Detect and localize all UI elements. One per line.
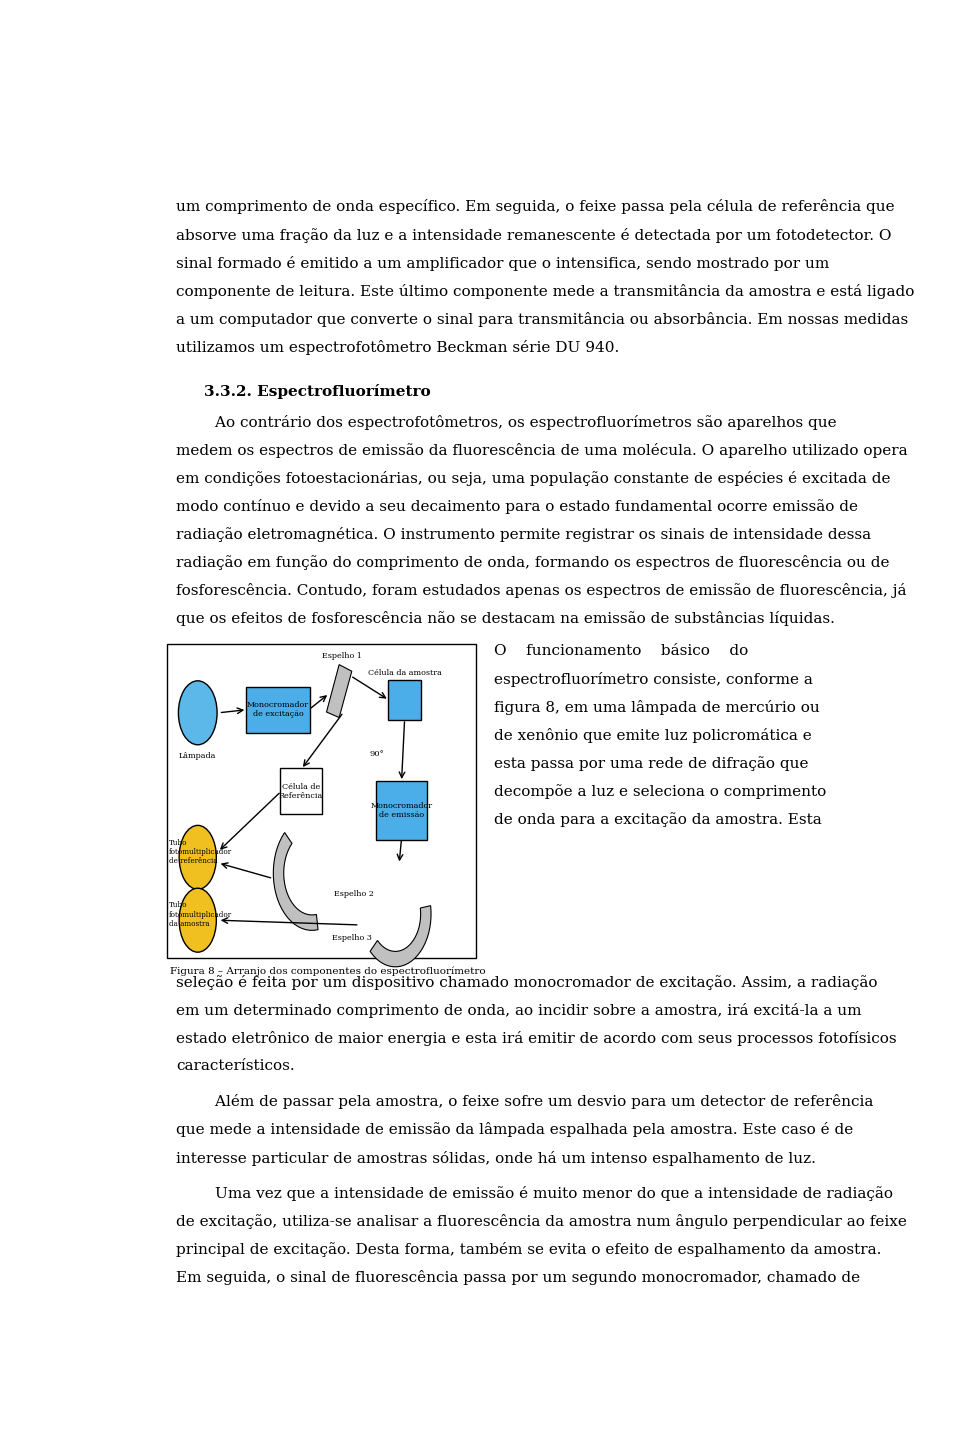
Text: que os efeitos de fosforescência não se destacam na emissão de substâncias líqui: que os efeitos de fosforescência não se …	[176, 611, 834, 626]
Text: utilizamos um espectrofotômetro Beckman série DU 940.: utilizamos um espectrofotômetro Beckman …	[176, 339, 619, 355]
Ellipse shape	[180, 888, 216, 952]
Text: seleção é feita por um dispositivo chamado monocromador de excitação. Assim, a r: seleção é feita por um dispositivo chama…	[176, 975, 877, 990]
Text: esta passa por uma rede de difração que: esta passa por uma rede de difração que	[494, 756, 808, 770]
Text: absorve uma fração da luz e a intensidade remanescente é detectada por um fotode: absorve uma fração da luz e a intensidad…	[176, 228, 891, 242]
Text: O    funcionamento    básico    do: O funcionamento básico do	[494, 643, 749, 657]
Text: de onda para a excitação da amostra. Esta: de onda para a excitação da amostra. Est…	[494, 812, 822, 828]
FancyBboxPatch shape	[280, 768, 322, 815]
Polygon shape	[371, 905, 431, 967]
Text: interesse particular de amostras sólidas, onde há um intenso espalhamento de luz: interesse particular de amostras sólidas…	[176, 1150, 816, 1166]
Text: Além de passar pela amostra, o feixe sofre um desvio para um detector de referên: Além de passar pela amostra, o feixe sof…	[176, 1094, 874, 1110]
FancyBboxPatch shape	[247, 686, 310, 733]
Ellipse shape	[180, 825, 216, 889]
Polygon shape	[274, 832, 318, 931]
Text: Lâmpada: Lâmpada	[180, 752, 216, 760]
Text: Monocromador
de emissão: Monocromador de emissão	[371, 802, 433, 819]
Text: principal de excitação. Desta forma, também se evita o efeito de espalhamento da: principal de excitação. Desta forma, tam…	[176, 1242, 881, 1257]
Text: Espelho 1: Espelho 1	[322, 652, 362, 660]
Text: medem os espectros de emissão da fluorescência de uma molécula. O aparelho utili: medem os espectros de emissão da fluores…	[176, 442, 907, 458]
Text: estado eletrônico de maior energia e esta irá emitir de acordo com seus processo: estado eletrônico de maior energia e est…	[176, 1031, 897, 1045]
FancyBboxPatch shape	[376, 780, 427, 839]
Text: modo contínuo e devido a seu decaimento para o estado fundamental ocorre emissão: modo contínuo e devido a seu decaimento …	[176, 498, 858, 514]
Text: Célula da amostra: Célula da amostra	[368, 669, 442, 677]
Text: decompõe a luz e seleciona o comprimento: decompõe a luz e seleciona o comprimento	[494, 785, 827, 799]
FancyBboxPatch shape	[167, 643, 475, 958]
Text: de excitação, utiliza-se analisar a fluorescência da amostra num ângulo perpendi: de excitação, utiliza-se analisar a fluo…	[176, 1214, 906, 1229]
Text: em condições fotoestacionárias, ou seja, uma população constante de espécies é e: em condições fotoestacionárias, ou seja,…	[176, 471, 890, 485]
Text: Tubo
fotomultiplicador
da amostra: Tubo fotomultiplicador da amostra	[169, 902, 232, 928]
Text: sinal formado é emitido a um amplificador que o intensifica, sendo mostrado por : sinal formado é emitido a um amplificado…	[176, 256, 829, 271]
Ellipse shape	[179, 680, 217, 745]
Polygon shape	[326, 664, 351, 717]
Text: Uma vez que a intensidade de emissão é muito menor do que a intensidade de radia: Uma vez que a intensidade de emissão é m…	[176, 1186, 893, 1200]
Text: característicos.: característicos.	[176, 1060, 295, 1073]
Text: de xenônio que emite luz policromática e: de xenônio que emite luz policromática e	[494, 727, 812, 743]
Text: em um determinado comprimento de onda, ao incidir sobre a amostra, irá excitá-la: em um determinado comprimento de onda, a…	[176, 1002, 861, 1018]
Text: Célula de
Referência: Célula de Referência	[279, 783, 324, 800]
Text: figura 8, em uma lâmpada de mercúrio ou: figura 8, em uma lâmpada de mercúrio ou	[494, 700, 820, 715]
Text: 3.3.2. Espectrofluorímetro: 3.3.2. Espectrofluorímetro	[204, 384, 431, 398]
Text: Monocromador
de excitação: Monocromador de excitação	[247, 702, 309, 719]
Text: Tubo
fotomultiplicador
de referência: Tubo fotomultiplicador de referência	[169, 839, 232, 865]
Text: um comprimento de onda específico. Em seguida, o feixe passa pela célula de refe: um comprimento de onda específico. Em se…	[176, 199, 895, 215]
Text: radiação eletromagnética. O instrumento permite registrar os sinais de intensida: radiação eletromagnética. O instrumento …	[176, 527, 871, 541]
Text: fosforescência. Contudo, foram estudados apenas os espectros de emissão de fluor: fosforescência. Contudo, foram estudados…	[176, 583, 906, 599]
Text: Espelho 2: Espelho 2	[334, 889, 374, 898]
Text: Em seguida, o sinal de fluorescência passa por um segundo monocromador, chamado : Em seguida, o sinal de fluorescência pas…	[176, 1270, 860, 1285]
Text: que mede a intensidade de emissão da lâmpada espalhada pela amostra. Este caso é: que mede a intensidade de emissão da lâm…	[176, 1123, 853, 1137]
Text: a um computador que converte o sinal para transmitância ou absorbância. Em nossa: a um computador que converte o sinal par…	[176, 312, 908, 326]
Text: Figura 8 – Arranjo dos componentes do espectrofluorímetro: Figura 8 – Arranjo dos componentes do es…	[170, 967, 486, 977]
FancyBboxPatch shape	[389, 680, 420, 720]
Text: componente de leitura. Este último componente mede a transmitância da amostra e : componente de leitura. Este último compo…	[176, 284, 914, 299]
Text: espectrofluorímetro consiste, conforme a: espectrofluorímetro consiste, conforme a	[494, 672, 813, 687]
Text: Ao contrário dos espectrofotômetros, os espectrofluorímetros são aparelhos que: Ao contrário dos espectrofotômetros, os …	[176, 414, 836, 430]
Text: Espelho 3: Espelho 3	[332, 934, 372, 942]
Text: radiação em função do comprimento de onda, formando os espectros de fluorescênci: radiação em função do comprimento de ond…	[176, 556, 889, 570]
Text: 90°: 90°	[370, 749, 384, 758]
